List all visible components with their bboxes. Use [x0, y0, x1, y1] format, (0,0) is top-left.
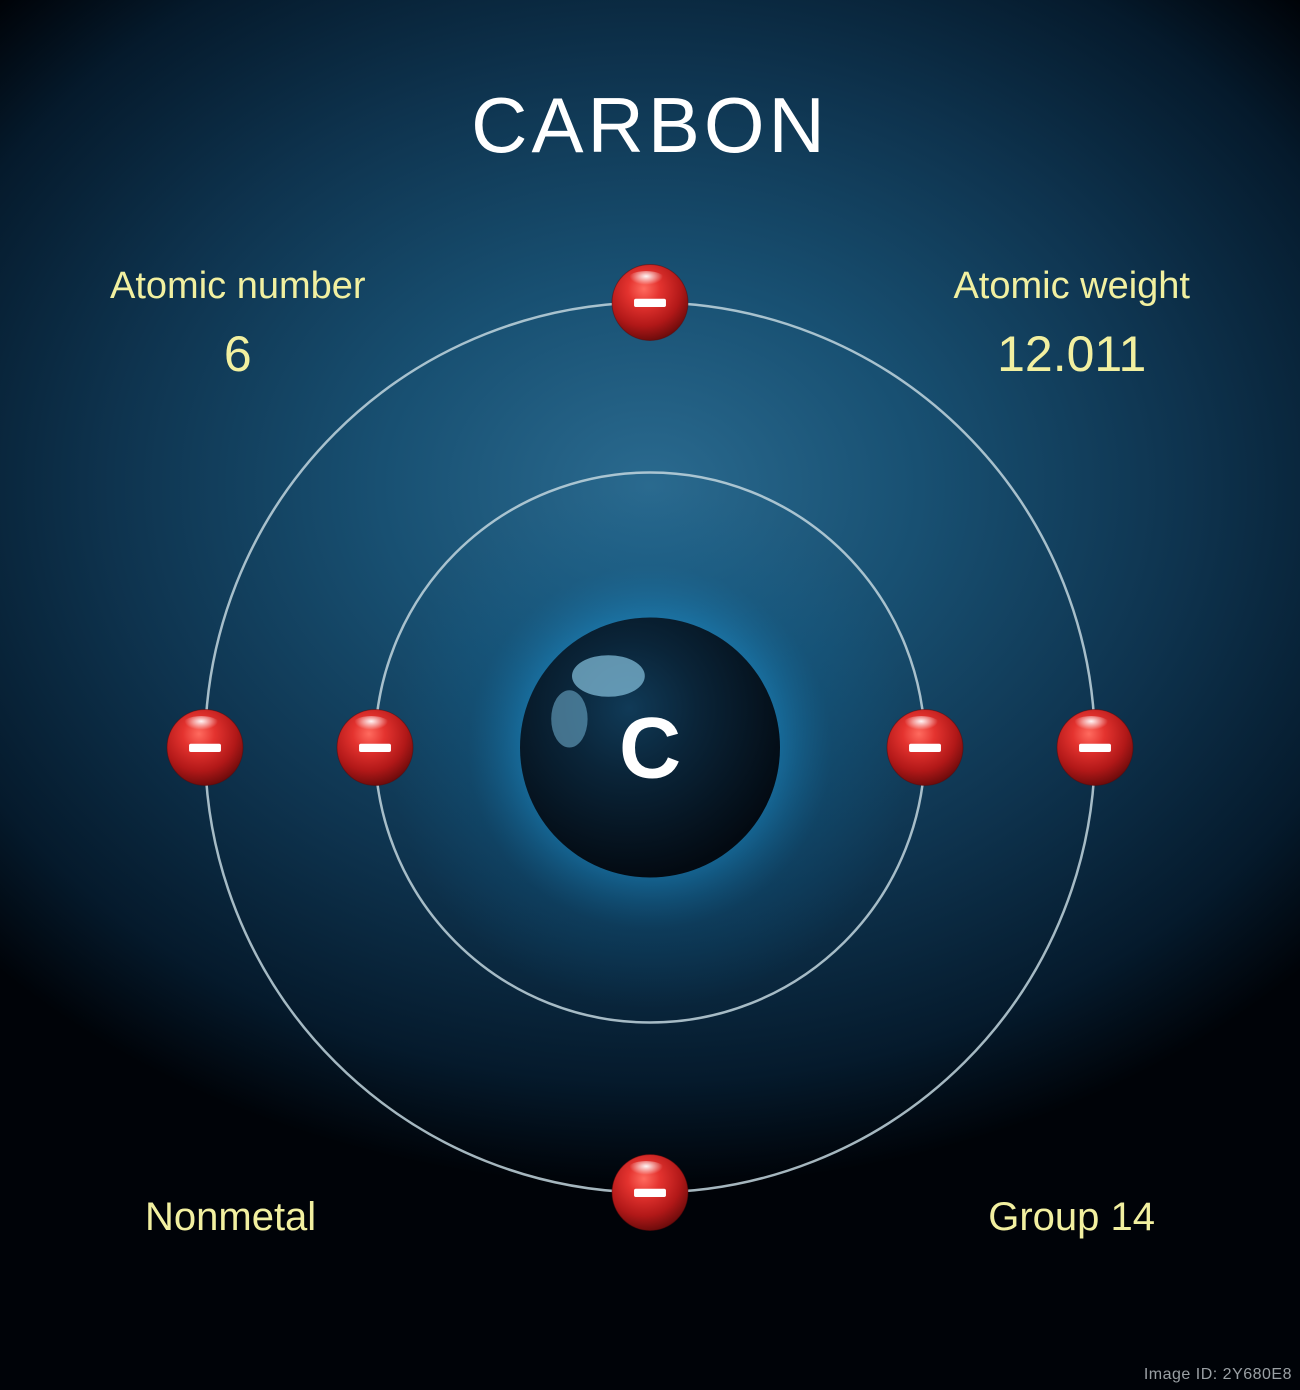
electron-minus-icon	[359, 744, 391, 752]
electron	[612, 265, 688, 341]
electron-minus-icon	[634, 299, 666, 307]
watermark-text: Image ID: 2Y680E8	[1144, 1366, 1292, 1384]
electron	[612, 1155, 688, 1231]
electron-minus-icon	[1079, 744, 1111, 752]
electron-minus-icon	[909, 744, 941, 752]
nucleus-highlight	[572, 655, 645, 697]
nucleus-symbol: C	[619, 701, 681, 797]
element-title: CARBON	[471, 80, 829, 171]
electron	[1057, 710, 1133, 786]
nucleus-highlight	[551, 690, 587, 747]
electron-minus-icon	[634, 1189, 666, 1197]
electron	[167, 710, 243, 786]
atom-diagram: C	[150, 248, 1150, 1253]
electron	[887, 710, 963, 786]
electron-minus-icon	[189, 744, 221, 752]
electron	[337, 710, 413, 786]
atom-svg: C	[150, 248, 1150, 1248]
